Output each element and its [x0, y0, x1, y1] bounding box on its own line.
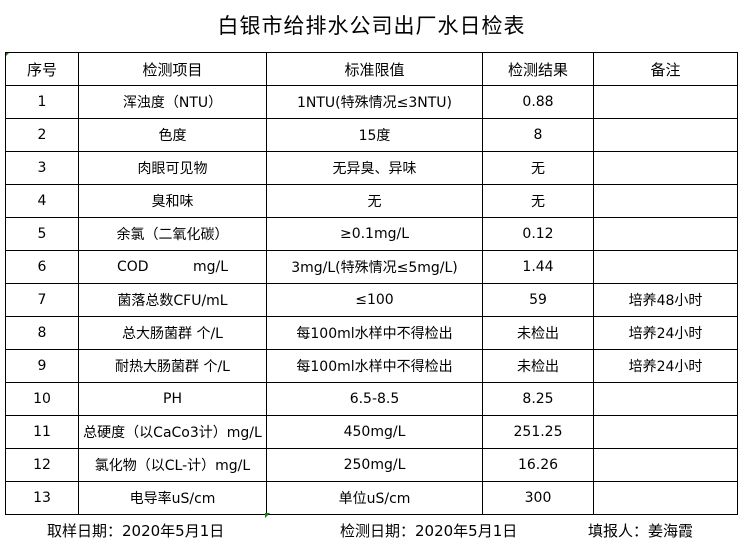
cell-limit: 每100ml水样中不得检出 — [266, 316, 483, 350]
test-date: 检测日期：2020年5月1日 — [340, 522, 518, 540]
cell-result: 8.25 — [482, 382, 594, 416]
water-quality-table: 序号 检测项目 标准限值 检测结果 备注 1 浑浊度（NTU） 1NTU(特殊情况≤… — [5, 52, 738, 515]
cell-index: 5 — [5, 217, 79, 251]
cell-item: 臭和味 — [78, 184, 267, 218]
table-row: 10 PH 6.5-8.5 8.25 — [5, 382, 738, 416]
header-row: 序号 检测项目 标准限值 检测结果 备注 — [5, 52, 738, 86]
cell-index: 3 — [5, 151, 79, 185]
cell-result: 16.26 — [482, 448, 594, 482]
cell-item: 余氯（二氧化碳） — [78, 217, 267, 251]
page-title: 白银市给排水公司出厂水日检表 — [217, 14, 526, 38]
cell-index: 10 — [5, 382, 79, 416]
cell-item: 氯化物（以CL-计）mg/L — [78, 448, 267, 482]
cell-item: COD mg/L — [78, 250, 267, 284]
header-result: 检测结果 — [482, 52, 594, 86]
table-row: 6 COD mg/L 3mg/L(特殊情况≤5mg/L) 1.44 — [5, 250, 738, 284]
cell-index: 6 — [5, 250, 79, 284]
cell-remark — [593, 217, 738, 251]
cell-index: 4 — [5, 184, 79, 218]
cell-limit: 1NTU(特殊情况≤3NTU) — [266, 85, 483, 119]
cell-result: 0.12 — [482, 217, 594, 251]
cell-result: 251.25 — [482, 415, 594, 449]
cell-item: PH — [78, 382, 267, 416]
cell-remark — [593, 118, 738, 152]
cell-remark — [593, 382, 738, 416]
header-limit: 标准限值 — [266, 52, 483, 86]
cell-item: 浑浊度（NTU） — [78, 85, 267, 119]
cell-remark: 培养48小时 — [593, 283, 738, 317]
cell-index: 7 — [5, 283, 79, 317]
cell-item: 肉眼可见物 — [78, 151, 267, 185]
cell-item: 色度 — [78, 118, 267, 152]
cell-result: 无 — [482, 151, 594, 185]
cell-result: 59 — [482, 283, 594, 317]
table-row: 7 菌落总数CFU/mL ≤100 59 培养48小时 — [5, 283, 738, 317]
cell-index: 2 — [5, 118, 79, 152]
cell-limit: 15度 — [266, 118, 483, 152]
cell-limit: 无异臭、异味 — [266, 151, 483, 185]
cell-index: 12 — [5, 448, 79, 482]
cell-remark — [593, 415, 738, 449]
sampling-date: 取样日期：2020年5月1日 — [47, 522, 225, 540]
cell-remark — [593, 151, 738, 185]
cell-remark — [593, 250, 738, 284]
cell-marker — [265, 513, 270, 518]
header-item: 检测项目 — [78, 52, 267, 86]
table-row: 11 总硬度（以CaCo3计）mg/L 450mg/L 251.25 — [5, 415, 738, 449]
cell-result: 无 — [482, 184, 594, 218]
cell-limit: 250mg/L — [266, 448, 483, 482]
cell-item: 总硬度（以CaCo3计）mg/L — [78, 415, 267, 449]
cell-limit: ≤100 — [266, 283, 483, 317]
table-row: 8 总大肠菌群 个/L 每100ml水样中不得检出 未检出 培养24小时 — [5, 316, 738, 350]
cell-result: 未检出 — [482, 349, 594, 383]
cell-result: 1.44 — [482, 250, 594, 284]
cell-limit: 单位uS/cm — [266, 481, 483, 515]
cell-remark — [593, 85, 738, 119]
cell-limit: 无 — [266, 184, 483, 218]
table-row: 4 臭和味无无 — [5, 184, 738, 218]
header-index: 序号 — [5, 52, 79, 86]
table-row: 3 肉眼可见物 无异臭、异味无 — [5, 151, 738, 185]
table-row: 5 余氯（二氧化碳） ≥0.1mg/L 0.12 — [5, 217, 738, 251]
table-row: 12 氯化物（以CL-计）mg/L 250mg/L 16.26 — [5, 448, 738, 482]
cell-limit: 3mg/L(特殊情况≤5mg/L) — [266, 250, 483, 284]
cell-result: 300 — [482, 481, 594, 515]
cell-limit: 450mg/L — [266, 415, 483, 449]
header-remark: 备注 — [593, 52, 738, 86]
cell-index: 11 — [5, 415, 79, 449]
cell-remark — [593, 481, 738, 515]
table-row: 1 浑浊度（NTU） 1NTU(特殊情况≤3NTU) 0.88 — [5, 85, 738, 119]
cell-index: 9 — [5, 349, 79, 383]
table-row: 2 色度 15度 8 — [5, 118, 738, 152]
reporter: 填报人：姜海霞 — [588, 522, 694, 540]
cell-result: 8 — [482, 118, 594, 152]
cell-item: 菌落总数CFU/mL — [78, 283, 267, 317]
cell-limit: ≥0.1mg/L — [266, 217, 483, 251]
cell-index: 13 — [5, 481, 79, 515]
cell-result: 未检出 — [482, 316, 594, 350]
cell-limit: 每100ml水样中不得检出 — [266, 349, 483, 383]
cell-result: 0.88 — [482, 85, 594, 119]
cell-index: 8 — [5, 316, 79, 350]
cell-remark: 培养24小时 — [593, 349, 738, 383]
cell-limit: 6.5-8.5 — [266, 382, 483, 416]
cell-item: 电导率uS/cm — [78, 481, 267, 515]
table-row: 13 电导率uS/cm 单位uS/cm 300 — [5, 481, 738, 515]
cell-index: 1 — [5, 85, 79, 119]
cell-remark: 培养24小时 — [593, 316, 738, 350]
cell-item: 总大肠菌群 个/L — [78, 316, 267, 350]
cell-item: 耐热大肠菌群 个/L — [78, 349, 267, 383]
table-row: 9 耐热大肠菌群 个/L 每100ml水样中不得检出 未检出 培养24小时 — [5, 349, 738, 383]
cell-remark — [593, 448, 738, 482]
cell-remark — [593, 184, 738, 218]
